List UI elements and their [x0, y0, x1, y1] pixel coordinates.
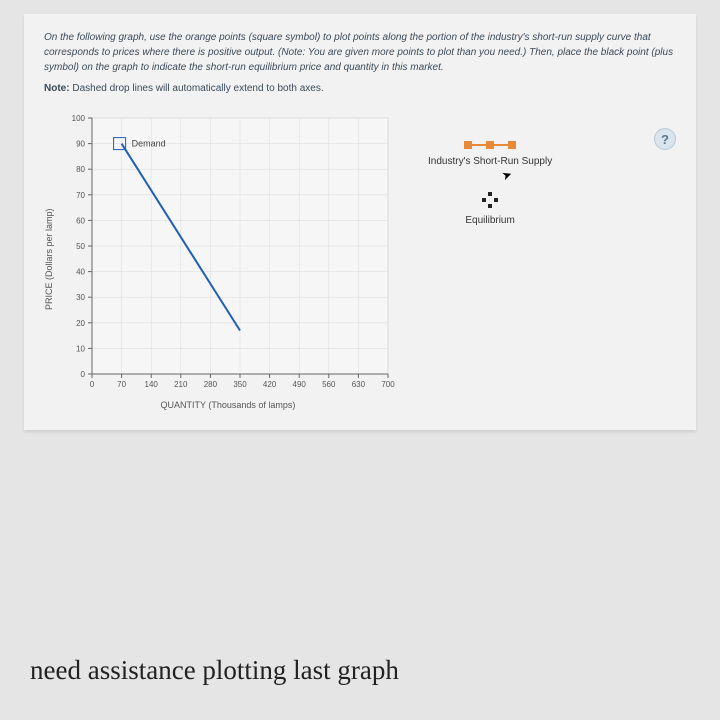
supply-marker-icon [460, 138, 520, 152]
svg-text:0: 0 [90, 380, 95, 389]
svg-text:50: 50 [76, 242, 85, 251]
legend-equilibrium[interactable]: Equilibrium [428, 189, 552, 226]
svg-text:350: 350 [233, 380, 247, 389]
svg-text:90: 90 [76, 140, 85, 149]
svg-text:280: 280 [204, 380, 218, 389]
y-axis-label: PRICE (Dollars per lamp) [44, 129, 54, 389]
svg-text:420: 420 [263, 380, 277, 389]
svg-text:560: 560 [322, 380, 336, 389]
legend-supply[interactable]: Industry's Short-Run Supply [428, 138, 552, 167]
equilibrium-marker-icon [479, 189, 501, 211]
caption-text: need assistance plotting last graph [30, 655, 399, 686]
svg-text:490: 490 [293, 380, 307, 389]
instructions-text: On the following graph, use the orange p… [44, 30, 676, 75]
svg-text:10: 10 [76, 344, 85, 353]
svg-text:630: 630 [352, 380, 366, 389]
svg-text:20: 20 [76, 319, 85, 328]
svg-text:700: 700 [381, 380, 395, 389]
legend-equilibrium-label: Equilibrium [465, 215, 514, 226]
svg-text:30: 30 [76, 293, 85, 302]
chart-area: 0 70 140 210 280 350 420 490 560 630 700 0 10 20 30 40 5… [58, 108, 398, 410]
legend-supply-label: Industry's Short-Run Supply [428, 156, 552, 167]
note-body: Dashed drop lines will automatically ext… [72, 83, 323, 94]
x-axis-label: QUANTITY (Thousands of lamps) [58, 400, 398, 410]
svg-text:60: 60 [76, 216, 85, 225]
help-icon[interactable]: ? [654, 128, 676, 150]
chart-canvas[interactable]: 0 70 140 210 280 350 420 490 560 630 700 0 10 20 30 40 5… [58, 108, 398, 398]
svg-text:0: 0 [81, 370, 86, 379]
note-text: Note: Dashed drop lines will automatical… [44, 83, 676, 94]
problem-card: On the following graph, use the orange p… [24, 14, 696, 430]
svg-text:140: 140 [145, 380, 159, 389]
chart-wrap: PRICE (Dollars per lamp) 0 70 140 210 280 350… [44, 108, 676, 410]
svg-text:Demand: Demand [132, 139, 166, 149]
note-label: Note: [44, 83, 70, 94]
svg-text:100: 100 [72, 114, 86, 123]
legend: Industry's Short-Run Supply Equilibrium [428, 138, 552, 410]
svg-text:80: 80 [76, 165, 85, 174]
svg-text:210: 210 [174, 380, 188, 389]
svg-text:40: 40 [76, 268, 85, 277]
svg-text:70: 70 [117, 380, 126, 389]
svg-text:70: 70 [76, 191, 85, 200]
